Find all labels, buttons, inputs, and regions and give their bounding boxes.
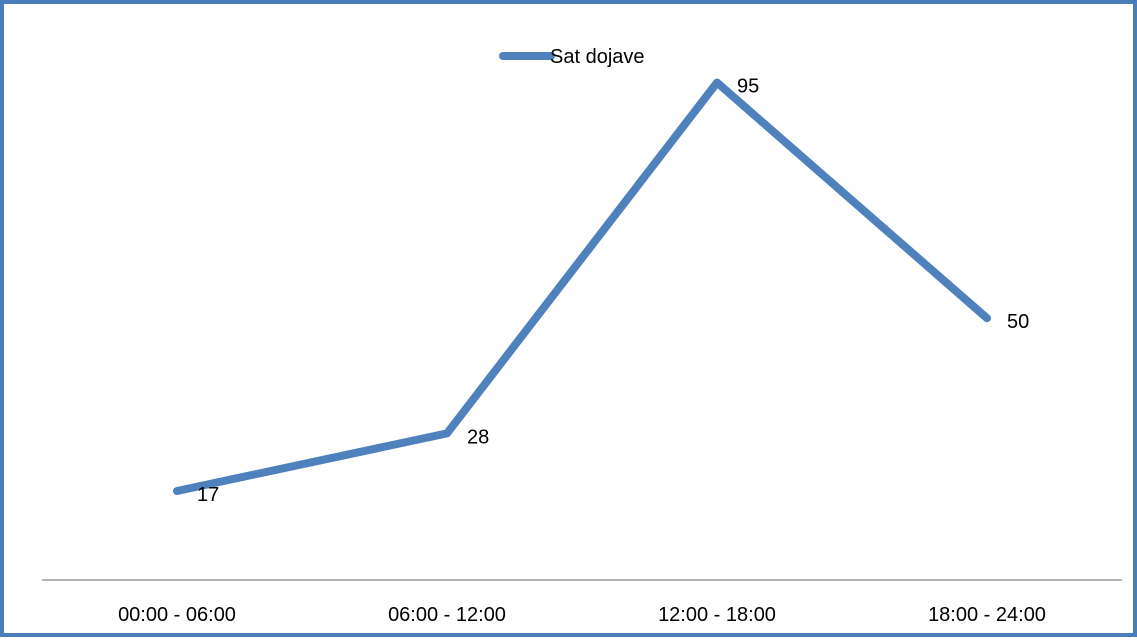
line-chart: Sat dojave 17 28 95 50 00:00 - 06:00 06:00 -… — [42, 46, 1122, 626]
data-label: 50 — [1007, 311, 1029, 333]
x-tick-label: 12:00 - 18:00 — [658, 604, 776, 626]
x-tick-labels: 00:00 - 06:00 06:00 - 12:00 12:00 - 18:00 1… — [118, 604, 1046, 626]
data-label: 95 — [737, 76, 759, 98]
series-line — [173, 78, 991, 495]
data-label: 28 — [467, 426, 489, 448]
series-layer — [173, 78, 991, 495]
x-tick-label: 06:00 - 12:00 — [388, 604, 506, 626]
legend: Sat dojave — [499, 46, 645, 68]
x-tick-label: 18:00 - 24:00 — [928, 604, 1046, 626]
x-tick-label: 00:00 - 06:00 — [118, 604, 236, 626]
legend-label: Sat dojave — [550, 46, 645, 68]
data-label: 17 — [197, 484, 219, 506]
data-labels: 17 28 95 50 — [197, 76, 1029, 506]
